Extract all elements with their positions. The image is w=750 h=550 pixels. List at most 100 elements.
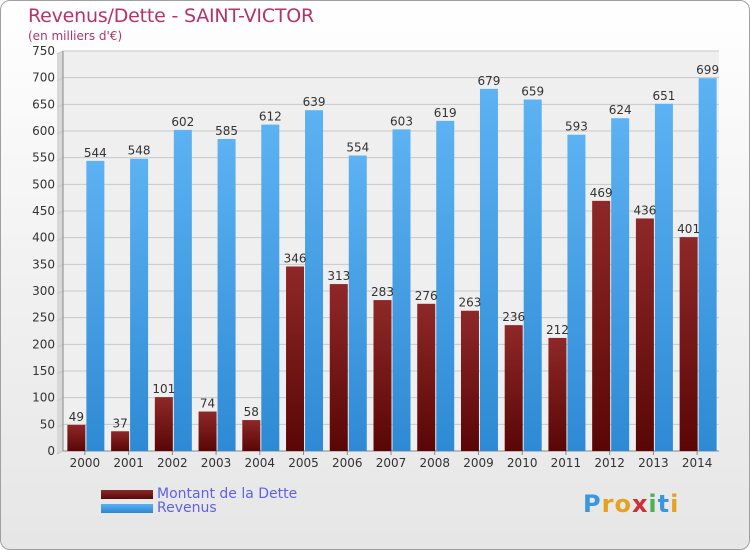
y-tick-label: 0 bbox=[47, 444, 55, 458]
legend-item-revenus: Revenus bbox=[101, 501, 297, 515]
bar-revenus bbox=[523, 99, 542, 452]
proxiti-logo: Proxiti bbox=[583, 490, 679, 518]
x-tick-label: 2001 bbox=[113, 456, 144, 470]
bar-revenus bbox=[479, 88, 498, 451]
logo-letter: r bbox=[601, 490, 615, 518]
y-tick-label: 550 bbox=[32, 151, 55, 165]
gridline-wall bbox=[56, 343, 64, 348]
logo-letter: t bbox=[657, 490, 671, 518]
data-label-dette: 263 bbox=[459, 296, 482, 310]
x-tick-label: 2008 bbox=[419, 456, 450, 470]
data-label-dette: 401 bbox=[677, 222, 700, 236]
data-label-revenus: 612 bbox=[259, 110, 282, 124]
bar-dette bbox=[417, 303, 436, 451]
gridline-wall bbox=[56, 397, 64, 402]
logo-letter: P bbox=[583, 490, 602, 518]
bar-dette bbox=[67, 424, 86, 451]
y-tick-label: 250 bbox=[32, 311, 55, 325]
data-label-revenus: 585 bbox=[215, 124, 238, 138]
y-tick-label: 50 bbox=[40, 417, 55, 431]
data-label-revenus: 548 bbox=[128, 144, 151, 158]
gridline-wall bbox=[56, 103, 64, 108]
x-tick-label: 2007 bbox=[376, 456, 407, 470]
y-tick-label: 600 bbox=[32, 124, 55, 138]
gridline-wall bbox=[56, 370, 64, 375]
gridline-wall bbox=[56, 317, 64, 322]
gridline-wall bbox=[56, 157, 64, 162]
bar-revenus bbox=[567, 134, 586, 451]
data-label-dette: 283 bbox=[371, 285, 394, 299]
bar-dette bbox=[679, 237, 698, 451]
data-label-revenus: 619 bbox=[434, 106, 457, 120]
bar-dette bbox=[111, 431, 130, 451]
gridline-wall bbox=[56, 450, 64, 455]
bar-dette bbox=[548, 337, 567, 451]
data-label-dette: 236 bbox=[502, 310, 525, 324]
logo-letter: o bbox=[614, 490, 632, 518]
data-label-dette: 74 bbox=[200, 397, 215, 411]
x-tick-label: 2013 bbox=[638, 456, 669, 470]
data-label-dette: 101 bbox=[152, 382, 175, 396]
data-label-revenus: 593 bbox=[565, 120, 588, 134]
gridline-wall bbox=[56, 130, 64, 135]
y-tick-label: 100 bbox=[32, 391, 55, 405]
gridline-wall bbox=[56, 210, 64, 215]
gridline-wall bbox=[56, 237, 64, 242]
data-label-revenus: 659 bbox=[521, 85, 544, 99]
data-label-dette: 58 bbox=[244, 405, 259, 419]
bar-dette bbox=[592, 200, 611, 451]
y-tick-label: 700 bbox=[32, 71, 55, 85]
y-tick-label: 500 bbox=[32, 177, 55, 191]
x-tick-label: 2011 bbox=[551, 456, 582, 470]
gridline-wall bbox=[56, 183, 64, 188]
bar-revenus bbox=[261, 124, 280, 451]
x-tick-label: 2009 bbox=[463, 456, 494, 470]
data-label-dette: 212 bbox=[546, 323, 569, 337]
data-label-dette: 346 bbox=[284, 251, 307, 265]
bar-revenus bbox=[173, 129, 192, 451]
bar-revenus bbox=[217, 139, 236, 451]
y-tick-label: 750 bbox=[32, 44, 55, 58]
y-tick-label: 450 bbox=[32, 204, 55, 218]
y-tick-label: 650 bbox=[32, 97, 55, 111]
gridline-wall bbox=[56, 290, 64, 295]
x-tick-label: 2003 bbox=[201, 456, 232, 470]
legend-swatch-revenus bbox=[101, 503, 153, 513]
chart-legend: Montant de la Dette Revenus bbox=[101, 487, 297, 515]
legend-label-dette: Montant de la Dette bbox=[157, 486, 298, 502]
chart-title: Revenus/Dette - SAINT-VICTOR bbox=[28, 5, 315, 27]
logo-letter: i bbox=[648, 490, 658, 518]
data-label-dette: 49 bbox=[69, 410, 84, 424]
x-tick-label: 2012 bbox=[594, 456, 625, 470]
data-label-dette: 276 bbox=[415, 289, 438, 303]
legend-item-dette: Montant de la Dette bbox=[101, 487, 297, 501]
gridline-wall bbox=[56, 77, 64, 82]
logo-letter: i bbox=[670, 490, 680, 518]
y-tick-label: 400 bbox=[32, 231, 55, 245]
y-tick-label: 350 bbox=[32, 257, 55, 271]
data-label-revenus: 639 bbox=[303, 95, 326, 109]
plot-side-wall bbox=[57, 51, 63, 454]
bar-revenus bbox=[348, 155, 367, 452]
gridline-wall bbox=[56, 263, 64, 268]
y-tick-label: 300 bbox=[32, 284, 55, 298]
y-tick-label: 200 bbox=[32, 337, 55, 351]
bar-dette bbox=[154, 397, 173, 451]
data-label-revenus: 679 bbox=[478, 74, 501, 88]
bar-dette bbox=[373, 300, 392, 451]
data-label-dette: 313 bbox=[327, 269, 350, 283]
data-label-revenus: 699 bbox=[696, 63, 719, 77]
data-label-revenus: 651 bbox=[652, 89, 675, 103]
data-label-revenus: 554 bbox=[346, 141, 369, 155]
logo-letter: x bbox=[631, 490, 649, 518]
bar-revenus bbox=[611, 118, 630, 451]
x-tick-label: 2014 bbox=[682, 456, 713, 470]
bar-dette bbox=[635, 218, 654, 451]
x-tick-label: 2006 bbox=[332, 456, 363, 470]
bar-revenus bbox=[654, 103, 673, 452]
legend-label-revenus: Revenus bbox=[157, 500, 217, 516]
bar-dette bbox=[460, 310, 479, 451]
data-label-revenus: 624 bbox=[609, 103, 632, 117]
